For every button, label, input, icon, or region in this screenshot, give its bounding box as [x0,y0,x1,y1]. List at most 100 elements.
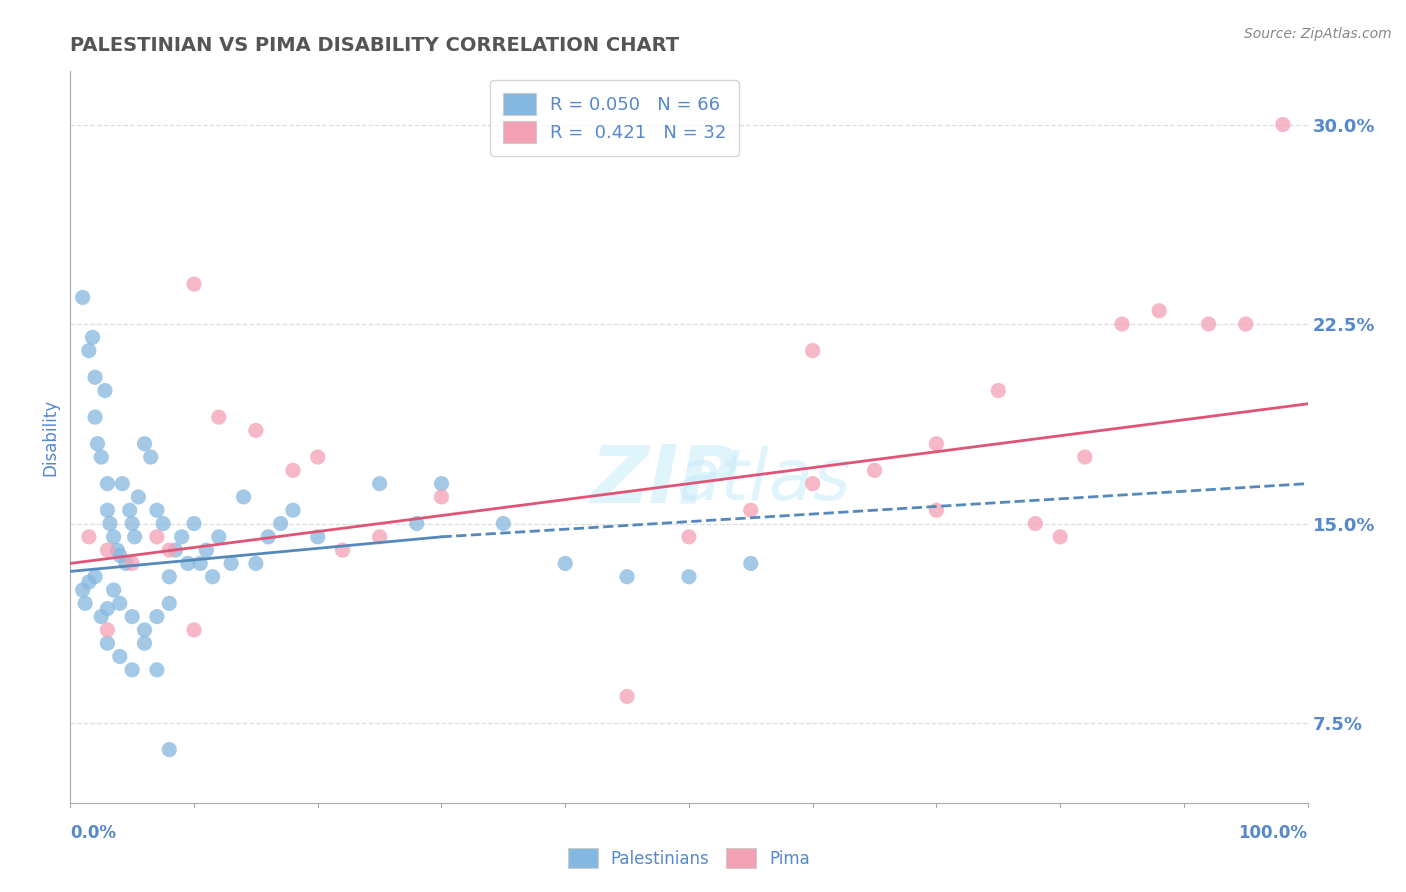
Legend: Palestinians, Pima: Palestinians, Pima [561,841,817,875]
Point [925,436,948,450]
Point [307,450,329,464]
Point [134,436,156,450]
Point [157,543,180,558]
Point [124,530,146,544]
Point [146,503,169,517]
Point [177,557,200,571]
Point [115,557,138,571]
Point [1147,303,1170,318]
Point [111,476,134,491]
Point [134,636,156,650]
Point [152,516,174,531]
Point [281,463,304,477]
Point [281,503,304,517]
Point [108,649,131,664]
Point [96,623,118,637]
Point [157,570,180,584]
Point [801,343,824,358]
Point [1024,516,1046,531]
Point [987,384,1010,398]
Point [165,543,187,558]
Point [368,530,391,544]
Point [1198,317,1220,331]
Point [134,623,156,637]
Point [183,516,205,531]
Point [96,476,118,491]
Point [77,343,100,358]
Point [146,609,169,624]
Point [332,543,354,558]
Point [208,410,231,425]
Point [863,463,886,477]
Point [127,490,149,504]
Point [157,742,180,756]
Point [108,596,131,610]
Point [90,609,112,624]
Point [121,609,143,624]
Point [98,516,121,531]
Point [492,516,515,531]
Point [96,503,118,517]
Point [801,476,824,491]
Text: atlas: atlas [676,447,851,516]
Point [925,503,948,517]
Point [77,530,100,544]
Point [108,549,131,563]
Point [183,277,205,292]
Point [219,557,242,571]
Point [430,490,453,504]
Point [1049,530,1071,544]
Point [146,530,169,544]
Point [84,410,107,425]
Point [245,424,267,438]
Point [1074,450,1097,464]
Text: PALESTINIAN VS PIMA DISABILITY CORRELATION CHART: PALESTINIAN VS PIMA DISABILITY CORRELATI… [70,36,679,54]
Point [1234,317,1257,331]
Point [157,596,180,610]
Point [121,516,143,531]
Point [94,384,117,398]
Point [96,636,118,650]
Point [96,543,118,558]
Point [90,450,112,464]
Point [72,290,94,304]
Point [82,330,104,344]
Point [183,623,205,637]
Point [170,530,193,544]
Point [740,503,762,517]
Point [103,530,125,544]
Point [245,557,267,571]
Point [75,596,97,610]
Point [105,543,128,558]
Point [270,516,292,531]
Text: 100.0%: 100.0% [1239,824,1308,842]
Point [188,557,211,571]
Point [430,476,453,491]
Point [368,476,391,491]
Point [616,570,638,584]
Point [307,530,329,544]
Point [84,370,107,384]
Point [84,570,107,584]
Text: 0.0%: 0.0% [70,824,117,842]
Point [678,570,700,584]
Point [139,450,162,464]
Point [72,582,94,597]
Point [103,582,125,597]
Text: ZIP: ZIP [591,442,738,520]
Point [96,601,118,615]
Point [1271,118,1294,132]
Point [678,530,700,544]
Point [118,503,141,517]
Point [740,557,762,571]
Point [121,557,143,571]
Point [257,530,280,544]
Point [195,543,218,558]
Point [146,663,169,677]
Point [405,516,427,531]
Point [1111,317,1133,331]
Point [121,663,143,677]
Y-axis label: Disability: Disability [41,399,59,475]
Point [232,490,254,504]
Point [77,575,100,590]
